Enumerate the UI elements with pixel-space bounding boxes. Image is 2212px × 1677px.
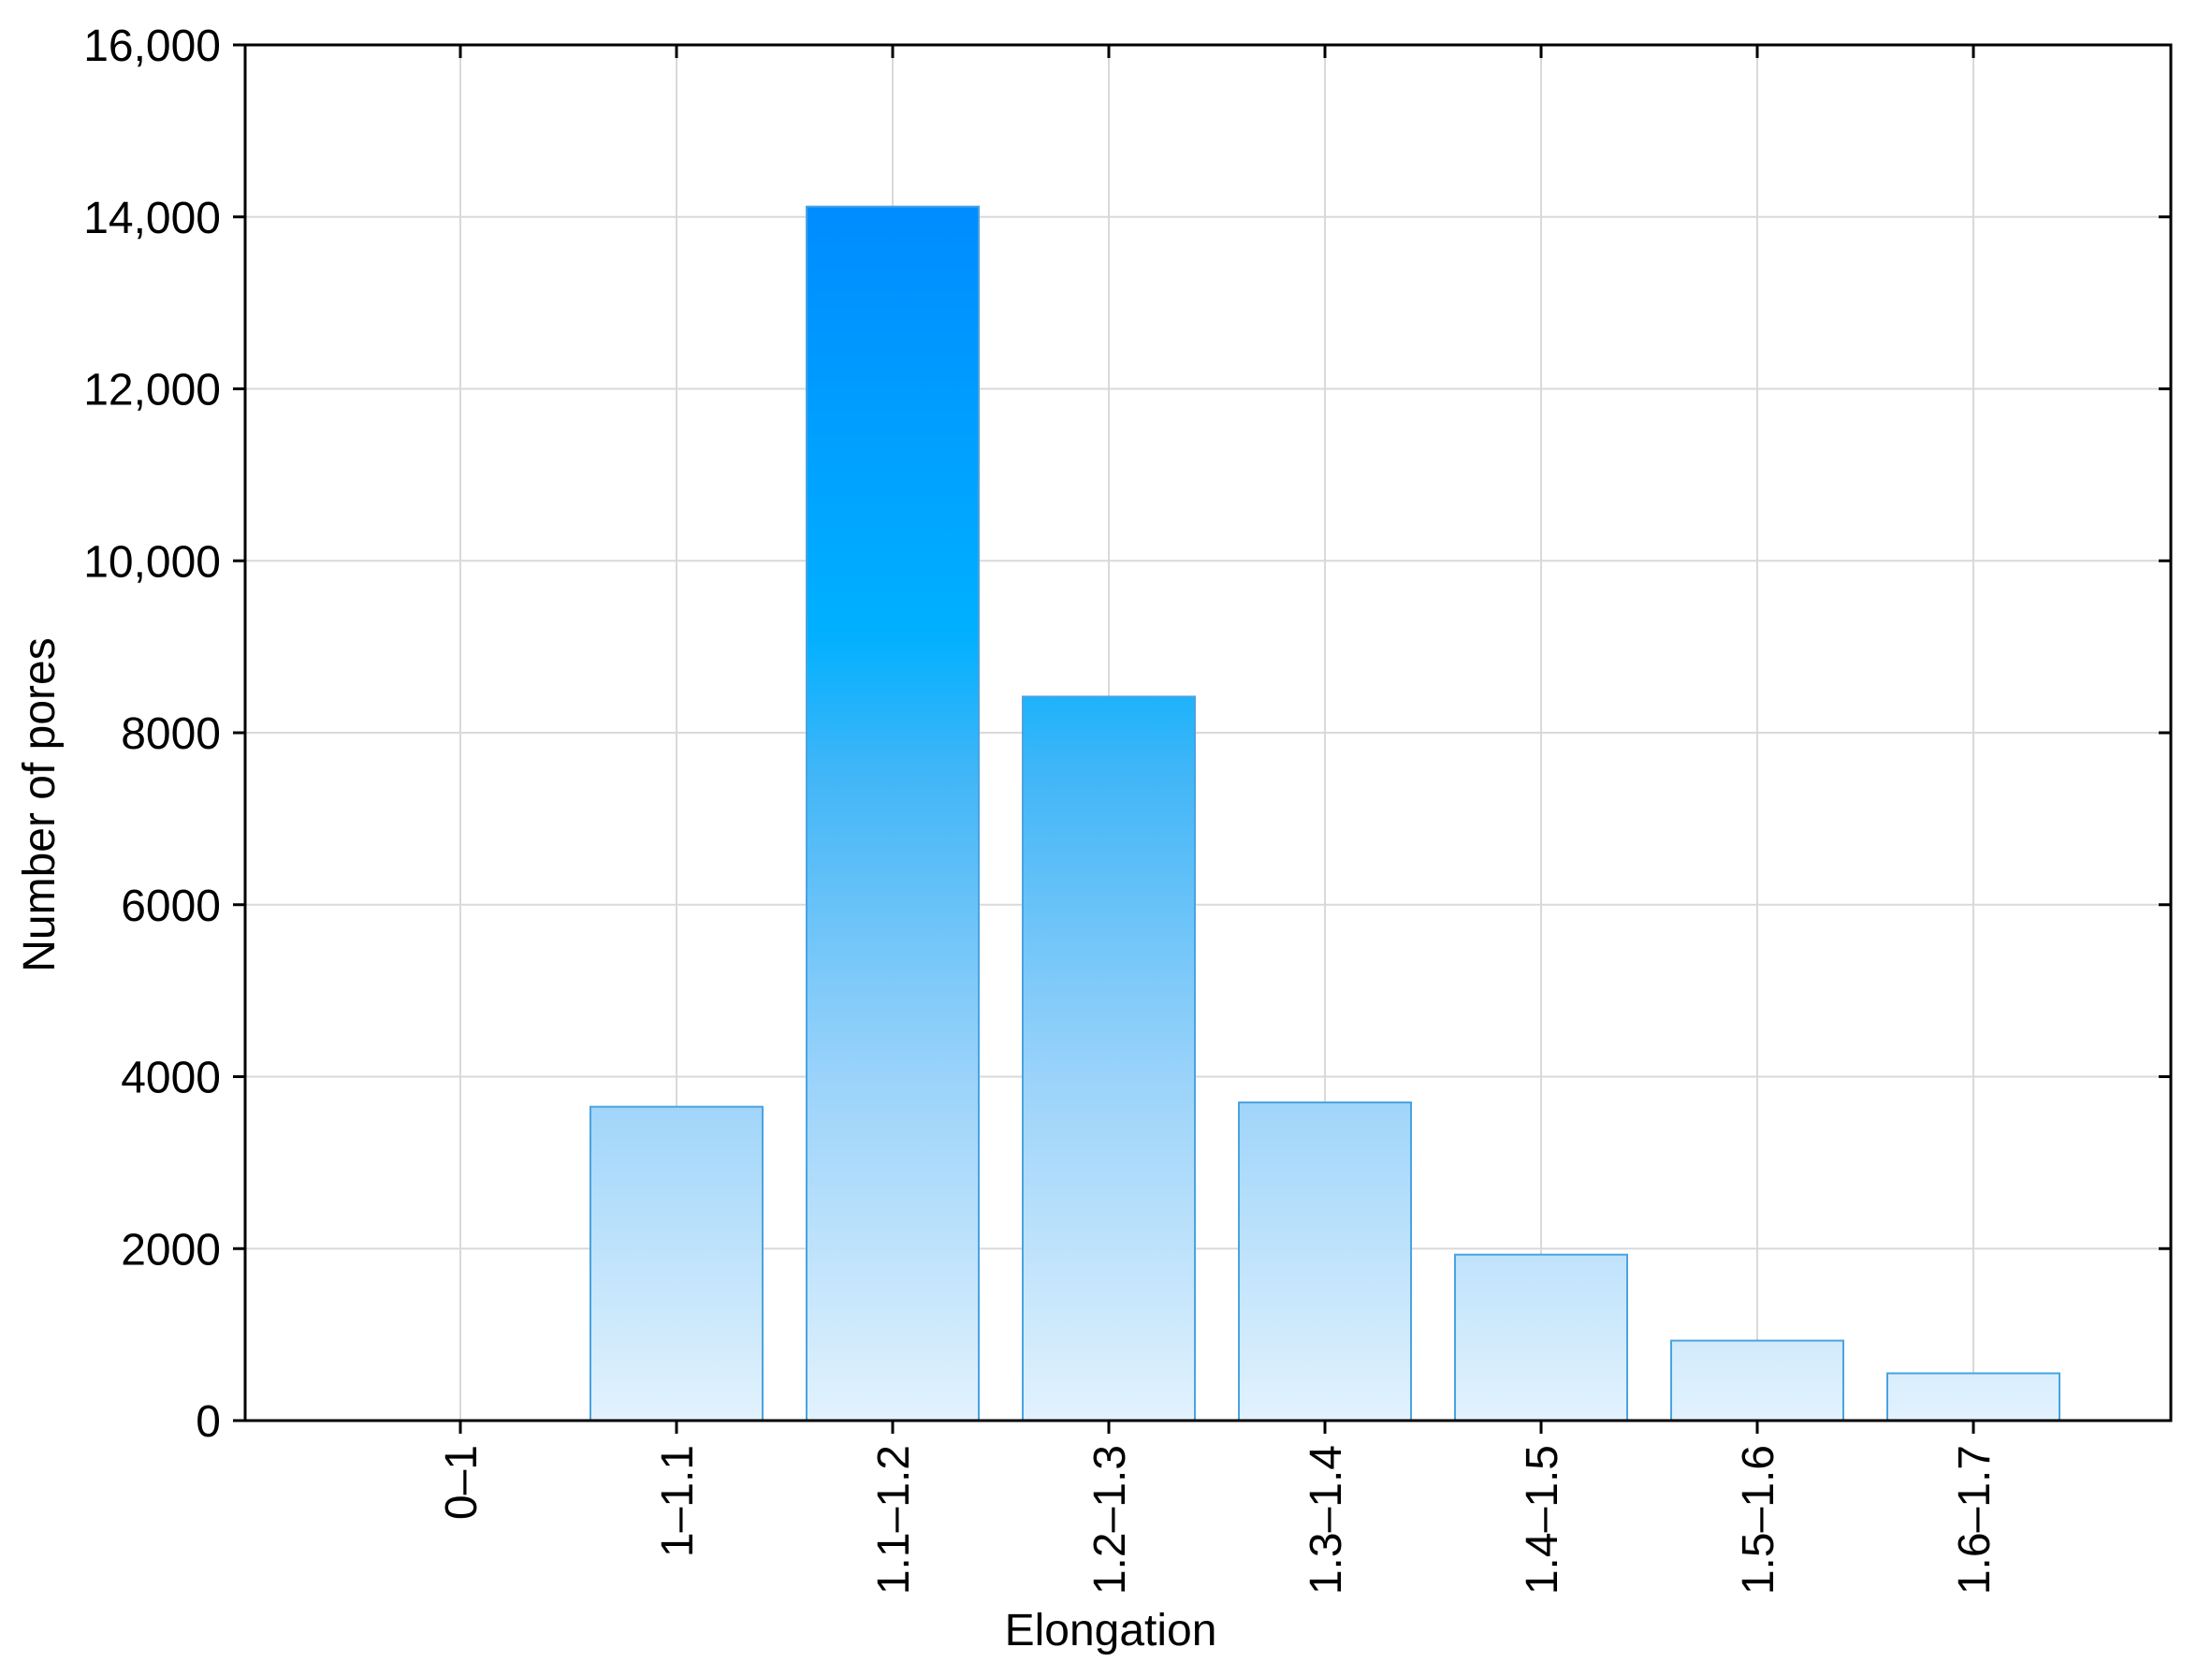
y-tick-label: 14,000 [83,194,221,243]
y-tick-label: 12,000 [83,366,221,416]
x-tick-label: 1.4–1.5 [1518,1445,1567,1595]
y-tick-labels: 0 2000 4000 6000 8000 10,000 12,000 14,000 16,00… [83,22,221,1447]
axis-ticks [233,43,2171,1434]
y-tick-label: 6000 [121,882,221,931]
grid-lines [245,45,2171,1421]
bar-1.3–1.4 [1238,1101,1412,1422]
bar-1–1.1 [589,1105,764,1422]
x-tick-label: 1–1.1 [653,1445,703,1557]
y-tick-label: 8000 [121,709,221,759]
y-tick-label: 16,000 [83,22,221,71]
bar-1.2–1.3 [1022,695,1196,1422]
x-tick-label: 1.6–1.7 [1950,1445,2000,1595]
y-tick-label: 4000 [121,1054,221,1103]
bar-1.4–1.5 [1454,1253,1628,1422]
bar-1.1–1.2 [806,205,980,1422]
y-axis-title: Number of pores [15,637,65,972]
bar-1.6–1.7 [1886,1372,2060,1422]
y-tick-label: 10,000 [83,537,221,587]
x-tick-labels: 0–1 1–1.1 1.1–1.2 1.2–1.3 1.3–1.4 1.4–1.5 1.5–… [437,1445,2000,1595]
y-tick-label: 0 [196,1397,221,1447]
x-axis-title: Elongation [1005,1606,1217,1655]
x-tick-label: 0–1 [437,1445,487,1520]
x-tick-label: 1.5–1.6 [1734,1445,1783,1595]
x-tick-label: 1.3–1.4 [1302,1445,1351,1595]
bars [589,205,2060,1422]
y-tick-label: 2000 [121,1225,221,1275]
bar-1.5–1.6 [1670,1339,1844,1422]
x-tick-label: 1.2–1.3 [1085,1445,1135,1595]
x-tick-label: 1.1–1.2 [869,1445,919,1595]
